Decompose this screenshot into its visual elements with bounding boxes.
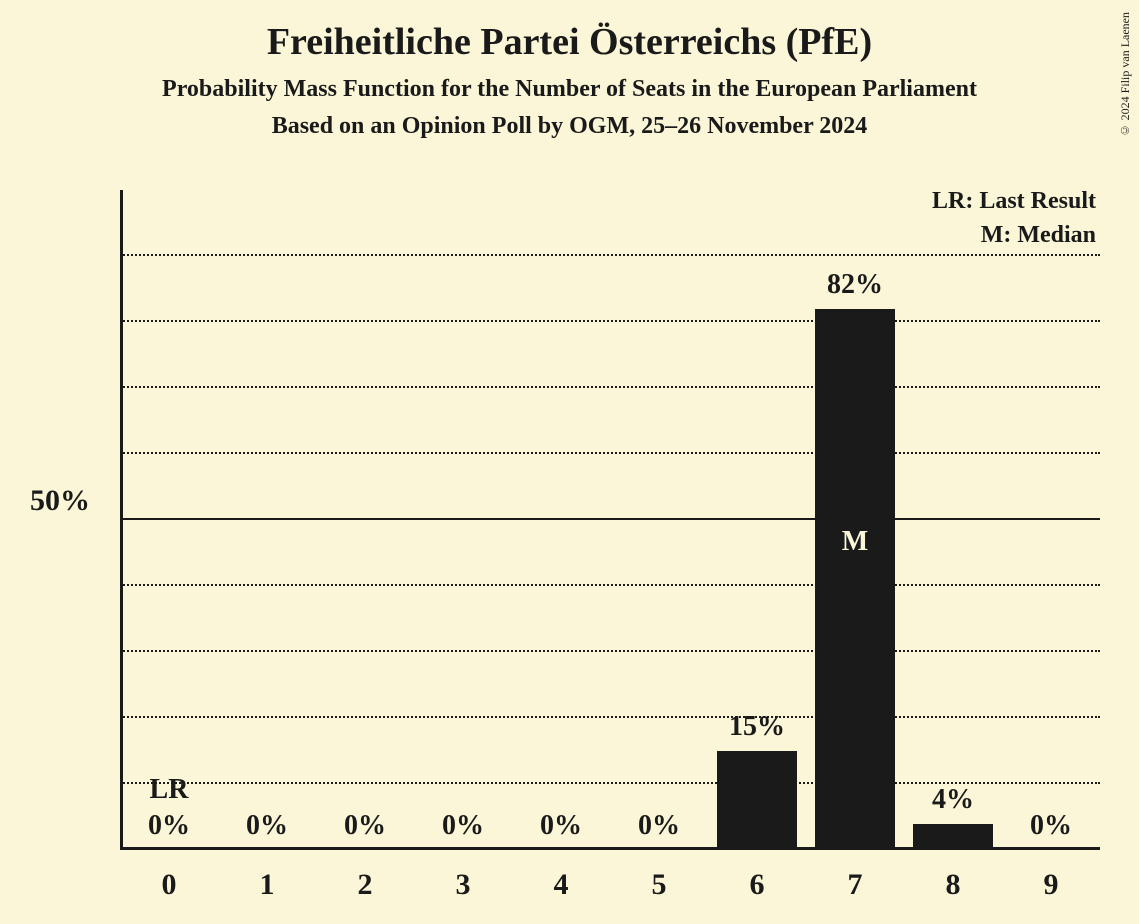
x-tick-label: 0 — [162, 868, 177, 902]
gridline — [120, 518, 1100, 520]
legend-median: M: Median — [981, 222, 1096, 249]
chart-area: 0%LR00%10%20%30%40%515%682%M74%80%9LR: L… — [110, 190, 1110, 850]
gridline — [120, 452, 1100, 454]
bar-value-label: 15% — [729, 711, 785, 743]
bar-value-label: 0% — [148, 810, 190, 842]
bar-value-label: 0% — [442, 810, 484, 842]
copyright-text: © 2024 Filip van Laenen — [1118, 12, 1133, 137]
bar-value-label: 0% — [1030, 810, 1072, 842]
x-tick-label: 7 — [848, 868, 863, 902]
gridline — [120, 650, 1100, 652]
x-tick-label: 9 — [1044, 868, 1059, 902]
chart-title: Freiheitliche Partei Österreichs (PfE) — [0, 0, 1139, 64]
bar-value-label: 82% — [827, 269, 883, 301]
chart-subtitle-1: Probability Mass Function for the Number… — [0, 76, 1139, 103]
gridline — [120, 716, 1100, 718]
plot-region: 0%LR00%10%20%30%40%515%682%M74%80%9LR: L… — [120, 190, 1100, 850]
x-tick-label: 5 — [652, 868, 667, 902]
bar — [717, 751, 797, 850]
chart-subtitle-2: Based on an Opinion Poll by OGM, 25–26 N… — [0, 113, 1139, 140]
y-axis-line — [120, 190, 123, 850]
gridline — [120, 584, 1100, 586]
bar-value-label: 0% — [638, 810, 680, 842]
x-tick-label: 8 — [946, 868, 961, 902]
gridline — [120, 254, 1100, 256]
bar-value-label: 4% — [932, 784, 974, 816]
bar-value-label: 0% — [344, 810, 386, 842]
y-axis-tick-label: 50% — [30, 484, 90, 518]
median-marker: M — [842, 526, 868, 558]
x-tick-label: 3 — [456, 868, 471, 902]
legend-lr: LR: Last Result — [932, 188, 1096, 215]
gridline — [120, 386, 1100, 388]
x-tick-label: 4 — [554, 868, 569, 902]
x-tick-label: 2 — [358, 868, 373, 902]
bar-value-label: 0% — [246, 810, 288, 842]
lr-marker: LR — [150, 774, 189, 806]
gridline — [120, 320, 1100, 322]
x-tick-label: 6 — [750, 868, 765, 902]
bar — [913, 824, 993, 850]
bar-value-label: 0% — [540, 810, 582, 842]
x-tick-label: 1 — [260, 868, 275, 902]
bar — [815, 309, 895, 850]
